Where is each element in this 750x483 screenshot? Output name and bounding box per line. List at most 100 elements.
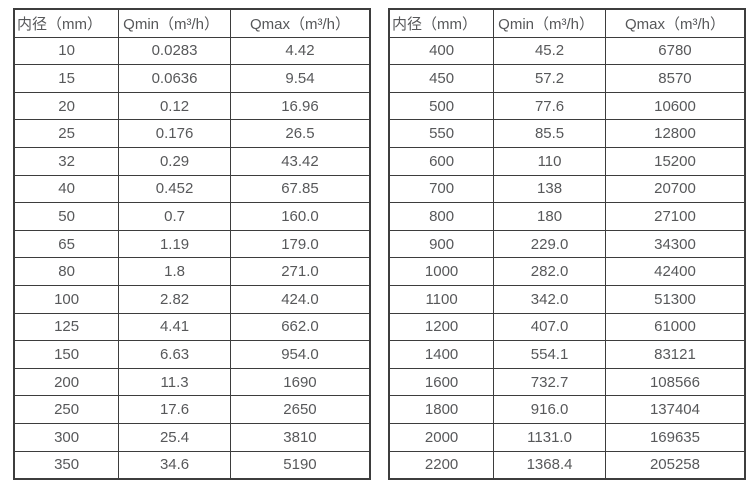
- cell-qmax: 3810: [229, 422, 371, 452]
- cell-qmin: 282.0: [493, 257, 606, 286]
- cell-diameter: 550: [388, 119, 495, 148]
- cell-qmin: 0.0283: [118, 36, 231, 66]
- cell-qmax: 15200: [604, 146, 746, 176]
- table-row: 1100 342.0 51300: [388, 284, 746, 314]
- cell-diameter: 900: [388, 229, 495, 259]
- cell-qmax: 205258: [604, 450, 746, 480]
- flow-table-large-diameters: 内径（mm） Qmin（m³/h） Qmax（m³/h） 400 45.2 6780…: [388, 8, 746, 481]
- cell-qmax: 51300: [604, 284, 746, 314]
- table-row: 400 45.2 6780: [388, 36, 746, 66]
- cell-qmax: 2650: [229, 395, 371, 424]
- cell-qmin: 342.0: [493, 284, 606, 314]
- table-row: 40 0.452 67.85: [13, 174, 371, 204]
- cell-qmin: 34.6: [118, 450, 231, 480]
- cell-qmin: 0.29: [118, 146, 231, 176]
- cell-qmax: 179.0: [229, 229, 371, 259]
- cell-qmax: 954.0: [229, 340, 371, 369]
- table-row: 350 34.6 5190: [13, 450, 371, 480]
- table-row: 250 17.6 2650: [13, 395, 371, 424]
- table-row: 1400 554.1 83121: [388, 340, 746, 369]
- cell-diameter: 25: [13, 119, 120, 148]
- cell-diameter: 40: [13, 174, 120, 204]
- cell-diameter: 15: [13, 64, 120, 93]
- cell-diameter: 400: [388, 36, 495, 66]
- table-row: 200 11.3 1690: [13, 367, 371, 397]
- cell-diameter: 250: [13, 395, 120, 424]
- table-row: 600 110 15200: [388, 146, 746, 176]
- table-row: 25 0.176 26.5: [13, 119, 371, 148]
- cell-diameter: 20: [13, 91, 120, 121]
- cell-qmax: 26.5: [229, 119, 371, 148]
- table-row: 20 0.12 16.96: [13, 91, 371, 121]
- cell-qmax: 137404: [604, 395, 746, 424]
- cell-qmax: 6780: [604, 36, 746, 66]
- cell-qmin: 57.2: [493, 64, 606, 93]
- cell-qmin: 6.63: [118, 340, 231, 369]
- table-header: 内径（mm） Qmin（m³/h） Qmax（m³/h）: [13, 8, 371, 38]
- cell-qmax: 8570: [604, 64, 746, 93]
- cell-qmin: 45.2: [493, 36, 606, 66]
- cell-diameter: 700: [388, 174, 495, 204]
- cell-qmin: 1368.4: [493, 450, 606, 480]
- cell-diameter: 1200: [388, 312, 495, 342]
- cell-qmin: 85.5: [493, 119, 606, 148]
- cell-qmin: 110: [493, 146, 606, 176]
- cell-qmin: 17.6: [118, 395, 231, 424]
- table-row: 15 0.0636 9.54: [13, 64, 371, 93]
- cell-qmax: 43.42: [229, 146, 371, 176]
- table-row: 700 138 20700: [388, 174, 746, 204]
- table-header: 内径（mm） Qmin（m³/h） Qmax（m³/h）: [388, 8, 746, 38]
- table-row: 100 2.82 424.0: [13, 284, 371, 314]
- cell-diameter: 450: [388, 64, 495, 93]
- cell-qmax: 169635: [604, 422, 746, 452]
- header-qmin: Qmin（m³/h）: [118, 8, 231, 38]
- flow-table-small-diameters: 内径（mm） Qmin（m³/h） Qmax（m³/h） 10 0.0283 4.4…: [13, 8, 371, 481]
- cell-qmin: 138: [493, 174, 606, 204]
- table-row: 150 6.63 954.0: [13, 340, 371, 369]
- cell-qmax: 42400: [604, 257, 746, 286]
- cell-qmin: 0.452: [118, 174, 231, 204]
- cell-diameter: 1000: [388, 257, 495, 286]
- table-row: 900 229.0 34300: [388, 229, 746, 259]
- cell-qmax: 108566: [604, 367, 746, 397]
- cell-qmax: 1690: [229, 367, 371, 397]
- cell-qmin: 1.19: [118, 229, 231, 259]
- cell-diameter: 32: [13, 146, 120, 176]
- cell-diameter: 200: [13, 367, 120, 397]
- header-qmin: Qmin（m³/h）: [493, 8, 606, 38]
- cell-diameter: 2000: [388, 422, 495, 452]
- cell-qmin: 732.7: [493, 367, 606, 397]
- cell-diameter: 600: [388, 146, 495, 176]
- cell-qmax: 662.0: [229, 312, 371, 342]
- cell-qmin: 0.176: [118, 119, 231, 148]
- cell-qmin: 0.0636: [118, 64, 231, 93]
- cell-qmin: 0.12: [118, 91, 231, 121]
- cell-qmax: 34300: [604, 229, 746, 259]
- cell-qmin: 407.0: [493, 312, 606, 342]
- cell-diameter: 1800: [388, 395, 495, 424]
- cell-diameter: 350: [13, 450, 120, 480]
- cell-qmax: 27100: [604, 202, 746, 231]
- cell-diameter: 1600: [388, 367, 495, 397]
- table-row: 2200 1368.4 205258: [388, 450, 746, 480]
- cell-diameter: 500: [388, 91, 495, 121]
- table-row: 125 4.41 662.0: [13, 312, 371, 342]
- cell-qmax: 67.85: [229, 174, 371, 204]
- cell-diameter: 150: [13, 340, 120, 369]
- table-row: 10 0.0283 4.42: [13, 36, 371, 66]
- cell-qmax: 5190: [229, 450, 371, 480]
- cell-qmin: 180: [493, 202, 606, 231]
- cell-qmax: 271.0: [229, 257, 371, 286]
- header-row: 内径（mm） Qmin（m³/h） Qmax（m³/h）: [388, 8, 746, 38]
- cell-diameter: 100: [13, 284, 120, 314]
- cell-qmin: 11.3: [118, 367, 231, 397]
- cell-diameter: 1400: [388, 340, 495, 369]
- cell-qmax: 424.0: [229, 284, 371, 314]
- table-row: 1600 732.7 108566: [388, 367, 746, 397]
- cell-qmax: 9.54: [229, 64, 371, 93]
- header-diameter: 内径（mm）: [13, 8, 120, 38]
- table-row: 1800 916.0 137404: [388, 395, 746, 424]
- table-row: 2000 1131.0 169635: [388, 422, 746, 452]
- table-row: 32 0.29 43.42: [13, 146, 371, 176]
